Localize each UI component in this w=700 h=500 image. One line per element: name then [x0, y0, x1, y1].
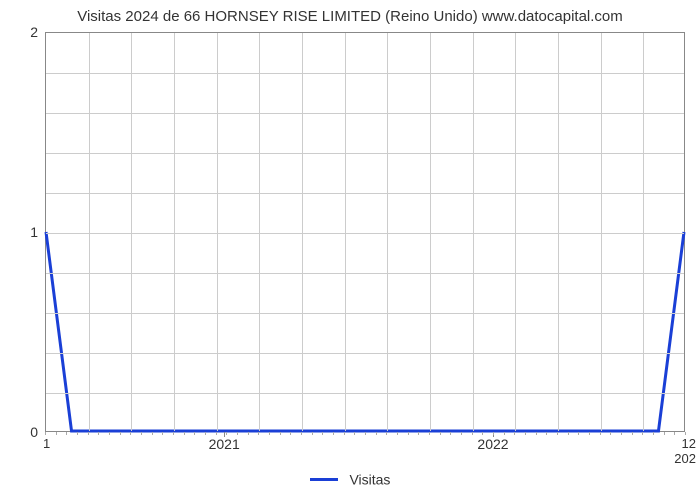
xtick-minor [77, 432, 78, 435]
xtick-minor [376, 432, 377, 435]
xtick-minor [162, 432, 163, 435]
xtick-minor [312, 432, 313, 435]
xtick-minor [536, 432, 537, 435]
vgridline [217, 33, 218, 431]
xtick-minor [290, 432, 291, 435]
vgridline [174, 33, 175, 431]
xtick-label: 2022 [477, 436, 508, 452]
xtick-minor [450, 432, 451, 435]
hgridline [46, 233, 684, 234]
vgridline [345, 33, 346, 431]
xtick-minor [514, 432, 515, 435]
xtick-minor [632, 432, 633, 435]
xtick-minor [482, 432, 483, 435]
xtick-minor [557, 432, 558, 435]
vgridline [387, 33, 388, 431]
xtick-minor [653, 432, 654, 435]
xtick-minor [269, 432, 270, 435]
xtick-minor [120, 432, 121, 435]
xtick-minor [525, 432, 526, 435]
xtick-minor [248, 432, 249, 435]
xtick-minor [66, 432, 67, 435]
vgridline [515, 33, 516, 431]
xtick-minor [408, 432, 409, 435]
x-right-corner-label: 12 202 [674, 436, 696, 466]
xtick-minor [472, 432, 473, 435]
xtick-minor [45, 432, 46, 435]
xtick-minor [194, 432, 195, 435]
hgridline-minor [46, 193, 684, 194]
xtick-minor [344, 432, 345, 435]
xtick-minor [664, 432, 665, 435]
xtick-minor [280, 432, 281, 435]
xtick-minor [642, 432, 643, 435]
xtick-minor [440, 432, 441, 435]
xtick-minor [237, 432, 238, 435]
vgridline [643, 33, 644, 431]
chart-title: Visitas 2024 de 66 HORNSEY RISE LIMITED … [0, 8, 700, 25]
xtick-minor [98, 432, 99, 435]
xtick-minor [56, 432, 57, 435]
xtick-minor [589, 432, 590, 435]
xtick-minor [386, 432, 387, 435]
xtick-minor [109, 432, 110, 435]
hgridline-minor [46, 353, 684, 354]
line-chart: Visitas 2024 de 66 HORNSEY RISE LIMITED … [0, 0, 700, 500]
xtick-minor [184, 432, 185, 435]
xtick-minor [429, 432, 430, 435]
xtick-minor [493, 432, 494, 435]
xtick-minor [365, 432, 366, 435]
xtick-minor [568, 432, 569, 435]
xtick-minor [685, 432, 686, 435]
xtick-minor [205, 432, 206, 435]
hgridline-minor [46, 313, 684, 314]
xtick-minor [418, 432, 419, 435]
hgridline-minor [46, 393, 684, 394]
vgridline [430, 33, 431, 431]
xtick-minor [301, 432, 302, 435]
xtick-minor [504, 432, 505, 435]
xtick-minor [354, 432, 355, 435]
ytick-label: 2 [8, 24, 38, 40]
vgridline [601, 33, 602, 431]
ytick-label: 0 [8, 424, 38, 440]
vgridline [89, 33, 90, 431]
xtick-minor [546, 432, 547, 435]
xtick-minor [621, 432, 622, 435]
vgridline [473, 33, 474, 431]
plot-area [45, 32, 685, 432]
xtick-minor [610, 432, 611, 435]
xtick-minor [173, 432, 174, 435]
xtick-minor [152, 432, 153, 435]
xtick-minor [333, 432, 334, 435]
xtick-mark [224, 432, 225, 437]
xtick-minor [397, 432, 398, 435]
hgridline-minor [46, 273, 684, 274]
hgridline-minor [46, 73, 684, 74]
xtick-label: 2021 [209, 436, 240, 452]
xtick-minor [461, 432, 462, 435]
xtick-minor [578, 432, 579, 435]
legend: Visitas [0, 470, 700, 487]
xtick-minor [216, 432, 217, 435]
ytick-label: 1 [8, 224, 38, 240]
x-left-corner-label: 1 [43, 436, 50, 451]
xtick-minor [600, 432, 601, 435]
xtick-minor [258, 432, 259, 435]
hgridline-minor [46, 153, 684, 154]
vgridline [558, 33, 559, 431]
legend-label: Visitas [349, 471, 390, 487]
xtick-minor [88, 432, 89, 435]
xtick-minor [674, 432, 675, 435]
xtick-minor [130, 432, 131, 435]
xtick-minor [226, 432, 227, 435]
xtick-minor [322, 432, 323, 435]
vgridline [131, 33, 132, 431]
vgridline [302, 33, 303, 431]
vgridline [259, 33, 260, 431]
xtick-minor [141, 432, 142, 435]
series-line [46, 33, 684, 431]
hgridline-minor [46, 113, 684, 114]
legend-swatch [310, 478, 338, 481]
